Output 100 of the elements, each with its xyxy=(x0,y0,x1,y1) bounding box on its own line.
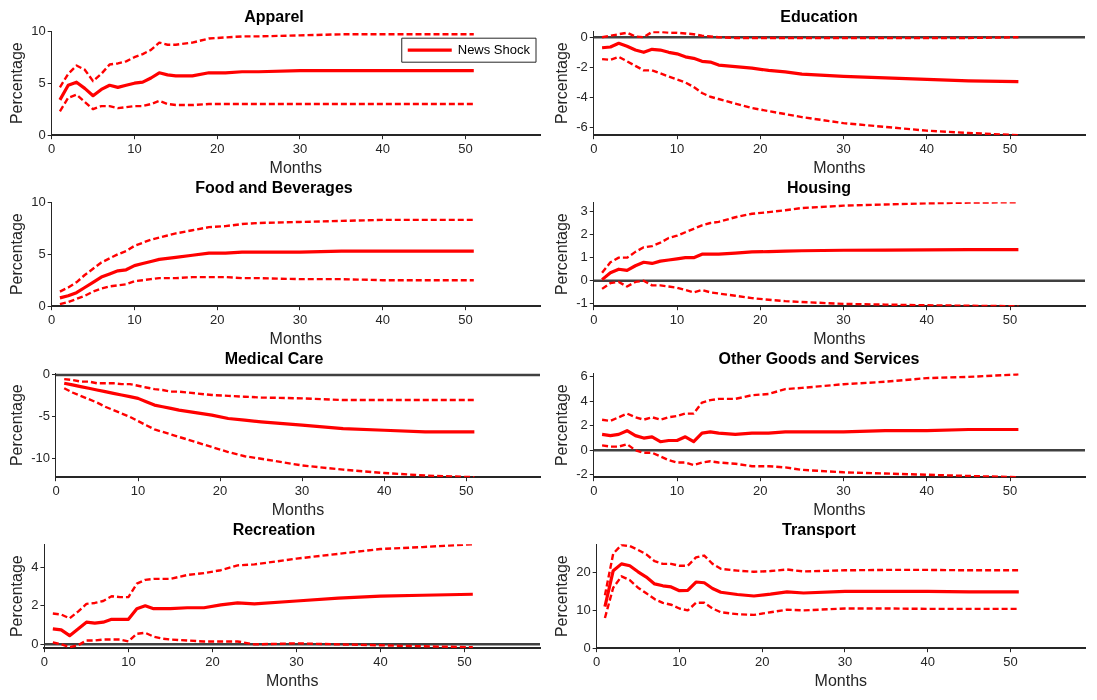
chart-title: Education xyxy=(780,8,858,26)
x-tick-label: 40 xyxy=(375,311,390,327)
x-tick-label: 40 xyxy=(375,140,390,156)
y-tick-label: 0 xyxy=(31,635,39,651)
y-tick-label: 6 xyxy=(580,368,588,384)
line-series xyxy=(600,279,1020,307)
y-tick-label: -4 xyxy=(576,89,588,105)
x-tick-label: 50 xyxy=(1003,653,1018,669)
x-tick-label: 10 xyxy=(127,140,142,156)
x-tick-label: 40 xyxy=(373,653,388,669)
x-tick-label: 30 xyxy=(836,140,851,156)
x-tick-label: 50 xyxy=(458,311,473,327)
chart-title: Food and Beverages xyxy=(195,179,353,197)
y-axis-title: Percentage xyxy=(553,384,571,467)
chart-title: Transport xyxy=(782,521,857,539)
chart-title: Apparel xyxy=(244,8,304,26)
x-tick-label: 40 xyxy=(919,140,935,156)
x-tick-label: 10 xyxy=(669,482,685,498)
y-axis-title: Percentage xyxy=(553,555,571,638)
x-tick-label: 20 xyxy=(753,311,768,327)
x-tick-label: 20 xyxy=(209,311,225,327)
y-axis-title: Percentage xyxy=(553,213,571,296)
y-tick-label: 10 xyxy=(576,601,591,617)
y-axis-title: Percentage xyxy=(8,555,26,638)
y-tick-label: 5 xyxy=(38,245,46,261)
y-tick-label: 10 xyxy=(31,193,46,209)
y-tick-label: 0 xyxy=(38,297,46,313)
x-axis-title: Months xyxy=(813,329,866,347)
x-axis-title: Months xyxy=(265,671,319,689)
x-tick-label: 40 xyxy=(920,653,935,669)
chart-title: Other Goods and Services xyxy=(718,350,920,368)
y-tick-label: 20 xyxy=(576,564,591,580)
x-axis-title: Months xyxy=(269,158,323,176)
y-tick-label: 1 xyxy=(580,249,588,265)
y-tick-label: 0 xyxy=(580,441,588,457)
x-tick-label: 40 xyxy=(376,482,392,498)
x-axis-title: Months xyxy=(271,500,325,518)
y-tick-label: -1 xyxy=(576,295,588,311)
x-axis-title: Months xyxy=(269,329,323,347)
x-tick-label: 40 xyxy=(919,311,935,327)
x-tick-label: 20 xyxy=(212,482,228,498)
y-tick-label: 0 xyxy=(583,639,591,655)
x-tick-label: 50 xyxy=(1002,311,1018,327)
y-tick-label: -2 xyxy=(576,58,588,74)
x-tick-label: 30 xyxy=(836,311,851,327)
x-tick-label: 50 xyxy=(1002,482,1018,498)
x-tick-label: 20 xyxy=(753,140,768,156)
y-axis-title: Percentage xyxy=(8,384,26,467)
x-tick-label: 10 xyxy=(669,311,685,327)
y-tick-label: 4 xyxy=(580,392,588,408)
x-tick-label: 0 xyxy=(52,482,60,498)
y-tick-label: 0 xyxy=(580,272,588,288)
x-tick-label: 20 xyxy=(209,140,225,156)
x-tick-label: 30 xyxy=(294,482,310,498)
x-tick-label: 40 xyxy=(919,482,935,498)
y-tick-label: -6 xyxy=(576,119,588,135)
x-tick-label: 20 xyxy=(205,653,220,669)
y-axis-title: Percentage xyxy=(8,213,26,296)
x-axis-title: Months xyxy=(814,671,868,689)
line-series xyxy=(600,373,1020,423)
y-tick-label: 2 xyxy=(580,226,588,242)
y-axis-title: Percentage xyxy=(553,42,571,125)
chart-title: Medical Care xyxy=(224,350,324,368)
y-tick-label: -2 xyxy=(576,466,588,482)
x-tick-label: 0 xyxy=(593,653,601,669)
x-tick-label: 20 xyxy=(754,653,770,669)
line-series xyxy=(58,218,475,293)
y-tick-label: -10 xyxy=(31,450,50,466)
x-axis-title: Months xyxy=(813,158,866,176)
y-tick-label: 5 xyxy=(38,74,46,90)
x-axis-title: Months xyxy=(813,500,866,518)
y-tick-label: 0 xyxy=(42,366,50,382)
y-tick-label: 0 xyxy=(38,126,46,142)
x-tick-label: 10 xyxy=(669,140,685,156)
x-tick-label: 50 xyxy=(1002,140,1018,156)
x-tick-label: 10 xyxy=(130,482,146,498)
chart-title: Housing xyxy=(787,179,851,197)
y-axis-title: Percentage xyxy=(8,42,26,125)
y-tick-label: 2 xyxy=(31,597,39,613)
line-series xyxy=(58,275,475,306)
x-tick-label: 30 xyxy=(289,653,304,669)
y-tick-label: 4 xyxy=(31,558,39,574)
x-tick-label: 50 xyxy=(457,653,472,669)
x-tick-label: 10 xyxy=(121,653,136,669)
y-tick-label: 0 xyxy=(580,28,588,44)
x-tick-label: 30 xyxy=(292,311,308,327)
x-tick-label: 30 xyxy=(292,140,308,156)
line-series xyxy=(600,31,1020,40)
y-tick-label: 10 xyxy=(31,22,46,38)
legend-label: News Shock xyxy=(457,41,531,57)
x-tick-label: 10 xyxy=(672,653,687,669)
line-series xyxy=(62,387,476,478)
line-series xyxy=(58,93,475,113)
y-tick-label: 3 xyxy=(580,203,588,219)
x-tick-label: 10 xyxy=(127,311,142,327)
x-tick-label: 20 xyxy=(753,482,768,498)
x-tick-label: 30 xyxy=(837,653,853,669)
line-series xyxy=(51,631,474,649)
x-tick-label: 50 xyxy=(458,482,474,498)
x-tick-label: 50 xyxy=(458,140,473,156)
